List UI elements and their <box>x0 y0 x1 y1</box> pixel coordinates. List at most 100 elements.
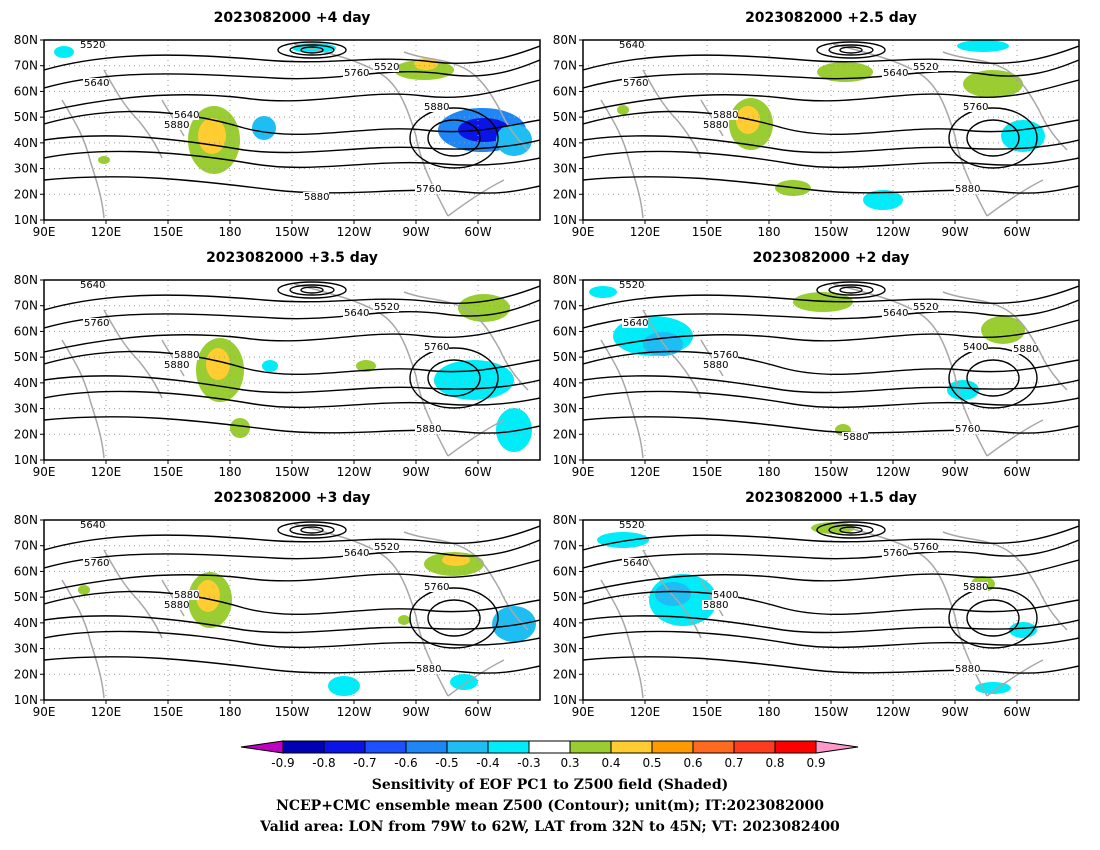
colorbar-label: -0.9 <box>271 756 294 770</box>
contour-label: 5880 <box>416 664 441 675</box>
z500-contour <box>583 525 1079 551</box>
contour-label-bg <box>882 68 908 78</box>
z500-contour <box>583 299 1079 329</box>
lon-tick-label: 150W <box>814 225 849 239</box>
sensitivity-shading <box>206 348 230 380</box>
lon-tick-label: 120W <box>337 225 372 239</box>
z500-contour <box>816 41 886 59</box>
lon-tick-label: 150E <box>692 705 723 719</box>
contour-label: 5760 <box>84 558 109 569</box>
lat-tick-label: 30N <box>553 402 577 416</box>
colorbar-swatch <box>651 740 694 754</box>
z500-contour <box>583 59 1079 89</box>
lon-tick-label: 120E <box>91 225 122 239</box>
z500-contour <box>583 319 1079 353</box>
contour-label: 5640 <box>883 68 908 79</box>
colorbar-label: 0.7 <box>724 756 743 770</box>
contour-label: 5640 <box>883 308 908 319</box>
colorbar-label: 0.8 <box>765 756 784 770</box>
contour-label: 5880 <box>955 184 980 195</box>
contour-label: 5760 <box>344 68 369 79</box>
contour-label-bg <box>415 424 441 434</box>
lat-tick-label: 10N <box>553 693 577 707</box>
contour-label: 5640 <box>174 110 199 121</box>
coastline <box>832 43 988 217</box>
lat-tick-label: 10N <box>14 453 38 467</box>
lon-tick-label: 150E <box>692 465 723 479</box>
z500-contour <box>409 107 499 169</box>
contour-label-bg <box>1012 344 1038 354</box>
sensitivity-shading <box>252 116 276 140</box>
z500-contour <box>44 390 540 409</box>
contour-label-bg <box>163 360 189 370</box>
contour-label-bg <box>622 318 648 328</box>
sensitivity-shading <box>262 360 278 372</box>
lon-tick-label: 60W <box>464 225 491 239</box>
contour-label: 5760 <box>84 318 109 329</box>
contour-label-bg <box>618 520 644 530</box>
contour-label: 5520 <box>619 280 644 291</box>
contour-label: 5880 <box>703 600 728 611</box>
coastline <box>986 419 1044 457</box>
coastline <box>61 99 105 219</box>
z500-contour <box>300 46 324 54</box>
lon-tick-label: 90W <box>941 465 968 479</box>
z500-contour <box>44 135 540 154</box>
z500-contour <box>44 79 540 113</box>
lat-tick-label: 40N <box>553 136 577 150</box>
sensitivity-shading <box>817 62 873 82</box>
z500-contour <box>966 119 1020 157</box>
colorbar-label: 0.6 <box>683 756 702 770</box>
z500-contour <box>44 525 540 551</box>
lat-tick-label: 40N <box>553 376 577 390</box>
contour-label-bg <box>842 432 868 442</box>
map-panel: 5640576058805520564057605880588020230820… <box>553 10 1080 239</box>
contour-label: 5640 <box>344 308 369 319</box>
map-panel: 5520 5640 5400 5760 5760 5880 5880 5880 20230820… <box>553 490 1080 719</box>
lon-tick-label: 120E <box>630 225 661 239</box>
lon-tick-label: 90E <box>33 225 56 239</box>
lat-tick-label: 60N <box>553 324 577 338</box>
colorbar-label: -0.8 <box>312 756 335 770</box>
contour-label-bg <box>912 302 938 312</box>
lat-tick-label: 10N <box>553 453 577 467</box>
lat-tick-label: 20N <box>14 667 38 681</box>
sensitivity-shading <box>328 676 360 696</box>
contour-label-bg <box>912 542 938 552</box>
z500-contour <box>409 347 499 409</box>
lat-tick-label: 80N <box>14 513 38 527</box>
lat-tick-label: 70N <box>14 539 38 553</box>
lat-tick-label: 70N <box>14 299 38 313</box>
contour-label-bg <box>163 600 189 610</box>
z500-contour <box>44 299 540 329</box>
lon-tick-label: 120W <box>876 225 911 239</box>
lon-tick-label: 180 <box>219 705 242 719</box>
lon-tick-label: 90E <box>572 705 595 719</box>
colorbar-label: -0.3 <box>517 756 540 770</box>
caption-line: Sensitivity of EOF PC1 to Z500 field (Sh… <box>372 777 728 793</box>
lat-tick-label: 20N <box>14 187 38 201</box>
contour-label: 5520 <box>80 40 105 51</box>
contour-label: 5400 <box>713 590 738 601</box>
lon-tick-label: 60W <box>1003 465 1030 479</box>
lat-tick-label: 30N <box>14 402 38 416</box>
contour-label: 5880 <box>713 110 738 121</box>
z500-contour <box>277 521 347 539</box>
lat-tick-label: 10N <box>14 693 38 707</box>
colorbar-low-arrow <box>240 740 284 754</box>
colorbar-label: -0.7 <box>353 756 376 770</box>
z500-contour <box>289 284 335 296</box>
coastline <box>642 309 702 399</box>
z500-contour <box>427 599 481 637</box>
contour-label-bg <box>343 68 369 78</box>
colorbar-swatch <box>323 740 366 754</box>
lon-tick-label: 120E <box>630 705 661 719</box>
contour-label-bg <box>882 548 908 558</box>
lon-tick-label: 90W <box>402 225 429 239</box>
coastline <box>103 69 163 159</box>
coastline <box>403 51 529 151</box>
lon-tick-label: 120W <box>337 705 372 719</box>
coastline <box>600 339 644 459</box>
contour-label: 5880 <box>164 360 189 371</box>
